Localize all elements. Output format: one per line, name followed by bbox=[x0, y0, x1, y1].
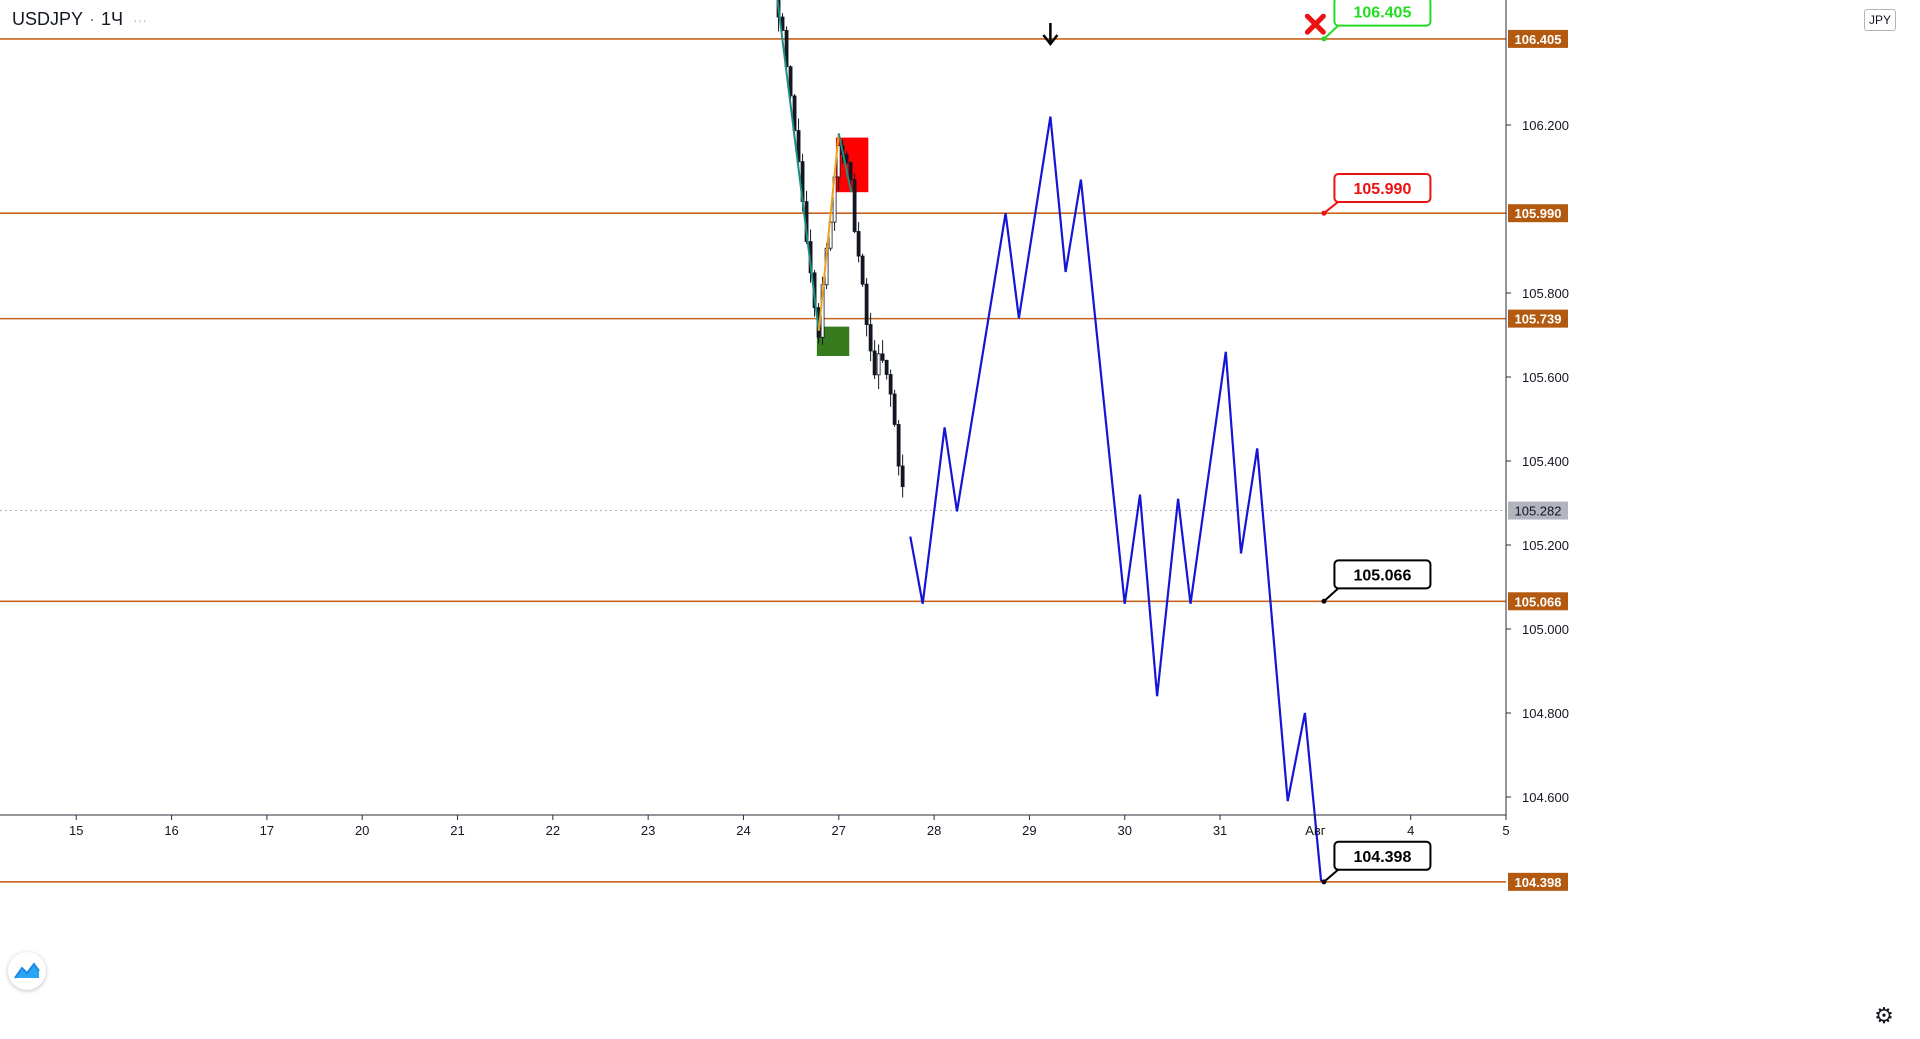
price-tick-label: 105.800 bbox=[1522, 286, 1569, 301]
callout-box bbox=[1333, 559, 1432, 590]
callout-anchor bbox=[1321, 210, 1327, 216]
current-price-tag bbox=[1508, 501, 1568, 520]
candle-body bbox=[884, 359, 889, 375]
time-tick-label: 24 bbox=[736, 823, 750, 838]
callout-anchor bbox=[1321, 879, 1327, 885]
annotations-layer: 106.405 105.990 105.066 104.398 bbox=[1042, 0, 1432, 885]
level-price-tag bbox=[1508, 592, 1568, 611]
time-tick-label: 4 bbox=[1407, 823, 1414, 838]
forecast-path bbox=[909, 116, 1323, 882]
time-tick-label: 31 bbox=[1213, 823, 1227, 838]
level-price-label: 105.739 bbox=[1515, 312, 1562, 327]
candle-body bbox=[860, 255, 865, 285]
separator: · bbox=[89, 9, 96, 29]
candle-body bbox=[864, 283, 869, 325]
level-price-label: 105.066 bbox=[1515, 594, 1562, 609]
time-tick-label: 27 bbox=[832, 823, 846, 838]
level-price-tag bbox=[1508, 309, 1568, 328]
symbol-header[interactable]: USDJPY · 1Ч ··· bbox=[12, 9, 147, 30]
symbol-name: USDJPY bbox=[12, 9, 84, 29]
callout-box bbox=[1333, 0, 1432, 27]
candle-body bbox=[900, 465, 905, 488]
zones-layer bbox=[816, 137, 869, 356]
level-price-tag bbox=[1508, 872, 1568, 891]
logo-glyph bbox=[14, 962, 40, 979]
time-tick-label: 5 bbox=[1502, 823, 1509, 838]
levels-layer bbox=[0, 38, 1506, 883]
current-price-label: 105.282 bbox=[1515, 504, 1562, 519]
price-axis-bg bbox=[1506, 0, 1920, 1034]
callout-label: 104.398 bbox=[1354, 849, 1412, 866]
candle-body bbox=[848, 162, 853, 180]
time-tick-label: 15 bbox=[69, 823, 83, 838]
candle-body bbox=[836, 145, 841, 178]
candle-body bbox=[880, 353, 885, 361]
candle-body bbox=[788, 66, 793, 97]
tradingview-logo-icon[interactable] bbox=[8, 952, 46, 990]
callout-anchor bbox=[1321, 36, 1327, 42]
interval-label: 1Ч bbox=[101, 9, 124, 29]
time-tick-label: 28 bbox=[927, 823, 941, 838]
candle-body bbox=[852, 179, 857, 232]
time-tick-label: 16 bbox=[164, 823, 178, 838]
candles-layer bbox=[776, 0, 905, 498]
time-tick-label: 23 bbox=[641, 823, 655, 838]
level-price-label: 105.990 bbox=[1515, 206, 1562, 221]
candle-body bbox=[888, 374, 893, 395]
red-x-icon bbox=[1304, 13, 1326, 35]
zigzag-down-segment bbox=[776, 0, 820, 331]
level-price-tag bbox=[1508, 204, 1568, 223]
candle-body bbox=[876, 353, 881, 376]
time-tick-label: 17 bbox=[260, 823, 274, 838]
currency-badge[interactable]: JPY bbox=[1864, 9, 1896, 31]
candle-body bbox=[856, 231, 861, 257]
callout-label: 105.990 bbox=[1354, 181, 1412, 198]
time-tick-label: 30 bbox=[1117, 823, 1131, 838]
gear-icon[interactable]: ⚙ bbox=[1874, 1003, 1894, 1028]
down-arrow-icon bbox=[1042, 34, 1059, 47]
candle-body bbox=[868, 324, 873, 352]
callout-label: 106.405 bbox=[1354, 5, 1412, 22]
time-tick-label: 21 bbox=[450, 823, 464, 838]
price-tick-label: 105.000 bbox=[1522, 622, 1569, 637]
time-tick-label: 22 bbox=[546, 823, 560, 838]
time-tick-label: Авг bbox=[1305, 823, 1326, 838]
callout-label: 105.066 bbox=[1354, 567, 1412, 584]
level-price-label: 104.398 bbox=[1515, 875, 1562, 890]
callout-anchor bbox=[1321, 598, 1327, 604]
level-price-tag bbox=[1508, 29, 1568, 48]
candle-body bbox=[872, 350, 877, 376]
more-icon[interactable]: ··· bbox=[133, 11, 148, 28]
time-tick-label: 29 bbox=[1022, 823, 1036, 838]
zigzag-up-segment bbox=[817, 133, 840, 331]
candle-body bbox=[892, 393, 897, 425]
price-tick-label: 104.800 bbox=[1522, 706, 1569, 721]
price-tick-label: 105.200 bbox=[1522, 538, 1569, 553]
price-tick-label: 105.400 bbox=[1522, 454, 1569, 469]
price-tick-label: 105.600 bbox=[1522, 370, 1569, 385]
time-tick-label: 20 bbox=[355, 823, 369, 838]
level-price-label: 106.405 bbox=[1515, 32, 1562, 47]
price-tick-label: 104.600 bbox=[1522, 790, 1569, 805]
candle-body bbox=[896, 424, 901, 467]
forecast-layer bbox=[909, 116, 1323, 882]
price-tick-label: 106.200 bbox=[1522, 118, 1569, 133]
zigzag-down-segment bbox=[837, 133, 853, 193]
zigzag-layer bbox=[776, 0, 853, 331]
callout-box bbox=[1333, 840, 1432, 871]
callout-box bbox=[1333, 173, 1432, 203]
